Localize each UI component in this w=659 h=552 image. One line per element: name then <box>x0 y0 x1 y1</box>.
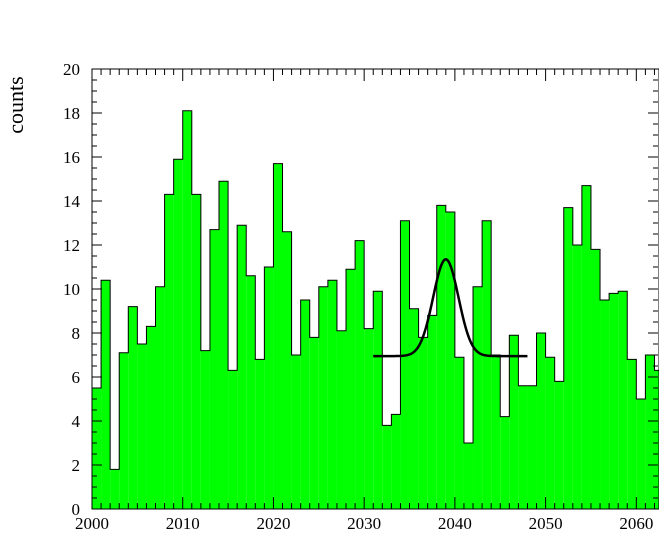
fit-layer <box>373 258 528 358</box>
y-tick-label: 0 <box>72 500 81 519</box>
y-tick-label: 8 <box>72 324 81 343</box>
histogram-bar <box>382 425 392 509</box>
histogram-bar <box>500 416 510 509</box>
histogram-bar <box>237 225 247 509</box>
y-axis-label: counts <box>3 76 28 133</box>
bars-layer <box>91 110 659 510</box>
axis-layer <box>91 68 659 510</box>
x-tick-label: 2060 <box>619 514 653 533</box>
histogram-bar <box>137 344 147 509</box>
y-tick-label: 10 <box>63 280 80 299</box>
histogram-bar <box>255 359 265 509</box>
histogram-bar <box>600 300 610 509</box>
histogram-bar <box>418 337 428 509</box>
histogram-bar <box>536 333 546 509</box>
y-tick-label: 12 <box>63 236 80 255</box>
y-tick-label: 2 <box>72 456 81 475</box>
histogram-bar <box>627 359 637 509</box>
histogram-bar <box>554 381 564 509</box>
histogram-bar <box>346 269 356 509</box>
histogram-bar <box>518 385 528 509</box>
histogram-bar <box>454 357 464 509</box>
x-tick-label: 2040 <box>438 514 472 533</box>
y-tick-label: 6 <box>72 368 81 387</box>
y-tick-label: 18 <box>63 104 80 123</box>
histogram-bar <box>228 370 238 509</box>
histogram-bar <box>355 240 365 509</box>
histogram-bar <box>463 443 474 509</box>
y-tick-label: 20 <box>63 60 80 79</box>
y-tick-label: 14 <box>63 192 81 211</box>
histogram-bar <box>572 245 582 509</box>
histogram-bar <box>373 291 383 509</box>
x-tick-label: 2050 <box>529 514 563 533</box>
histogram-bar <box>445 212 455 509</box>
histogram-bar <box>436 205 446 509</box>
histogram-bar <box>264 267 274 509</box>
histogram-bar <box>391 414 401 509</box>
histogram-bar <box>364 328 374 509</box>
histogram-bar <box>563 207 573 509</box>
histogram-bar <box>473 286 483 509</box>
histogram-bar <box>246 275 256 509</box>
histogram-bar <box>101 280 111 509</box>
histogram-bar <box>654 370 659 509</box>
histogram-bar <box>427 315 437 509</box>
histogram-bar <box>609 293 619 509</box>
labels-layer: 0 2 4 6 8 10 12 14 16 18 20 2000 2010 2020 2030 2040 205… <box>63 60 653 533</box>
histogram-bar <box>273 163 283 509</box>
x-tick-label: 2020 <box>256 514 290 533</box>
histogram-bar <box>110 469 120 509</box>
histogram-bar <box>164 194 174 509</box>
histogram-bar <box>409 308 419 509</box>
y-tick-label: 16 <box>63 148 80 167</box>
histogram-outline <box>91 110 659 509</box>
x-tick-label: 2010 <box>166 514 200 533</box>
gaussian-fit-line <box>373 258 528 358</box>
histogram-bar <box>645 355 655 509</box>
histogram-bar <box>146 326 156 509</box>
histogram-bar <box>182 110 192 510</box>
histogram-bar <box>200 350 210 509</box>
histogram-bar <box>545 357 555 509</box>
histogram-bar <box>636 399 646 509</box>
histogram-bar <box>527 385 537 509</box>
histogram-bar <box>282 231 292 510</box>
histogram-bar <box>209 229 220 509</box>
histogram-bar <box>191 194 201 509</box>
histogram-bar <box>336 330 347 509</box>
histogram-bar <box>482 220 492 510</box>
histogram-bar <box>128 306 138 509</box>
histogram-bar <box>581 185 591 509</box>
histogram-bar <box>590 249 601 509</box>
histogram-bar <box>173 159 183 509</box>
histogram-bar <box>119 352 129 509</box>
histogram-bar <box>327 280 337 509</box>
histogram-bar <box>219 181 229 509</box>
histogram-bar <box>509 335 519 509</box>
histogram-bar <box>400 220 410 510</box>
histogram-bar <box>309 337 319 509</box>
histogram-bar <box>318 286 328 509</box>
histogram-bar <box>491 355 501 509</box>
histogram-bar <box>155 286 165 509</box>
histogram-bar <box>300 300 310 509</box>
y-tick-label: 4 <box>72 412 81 431</box>
x-tick-label: 2000 <box>75 514 109 533</box>
histogram-bar <box>618 291 628 509</box>
histogram-bar <box>92 388 102 509</box>
histogram-bar <box>291 355 301 509</box>
x-tick-label: 2030 <box>347 514 381 533</box>
